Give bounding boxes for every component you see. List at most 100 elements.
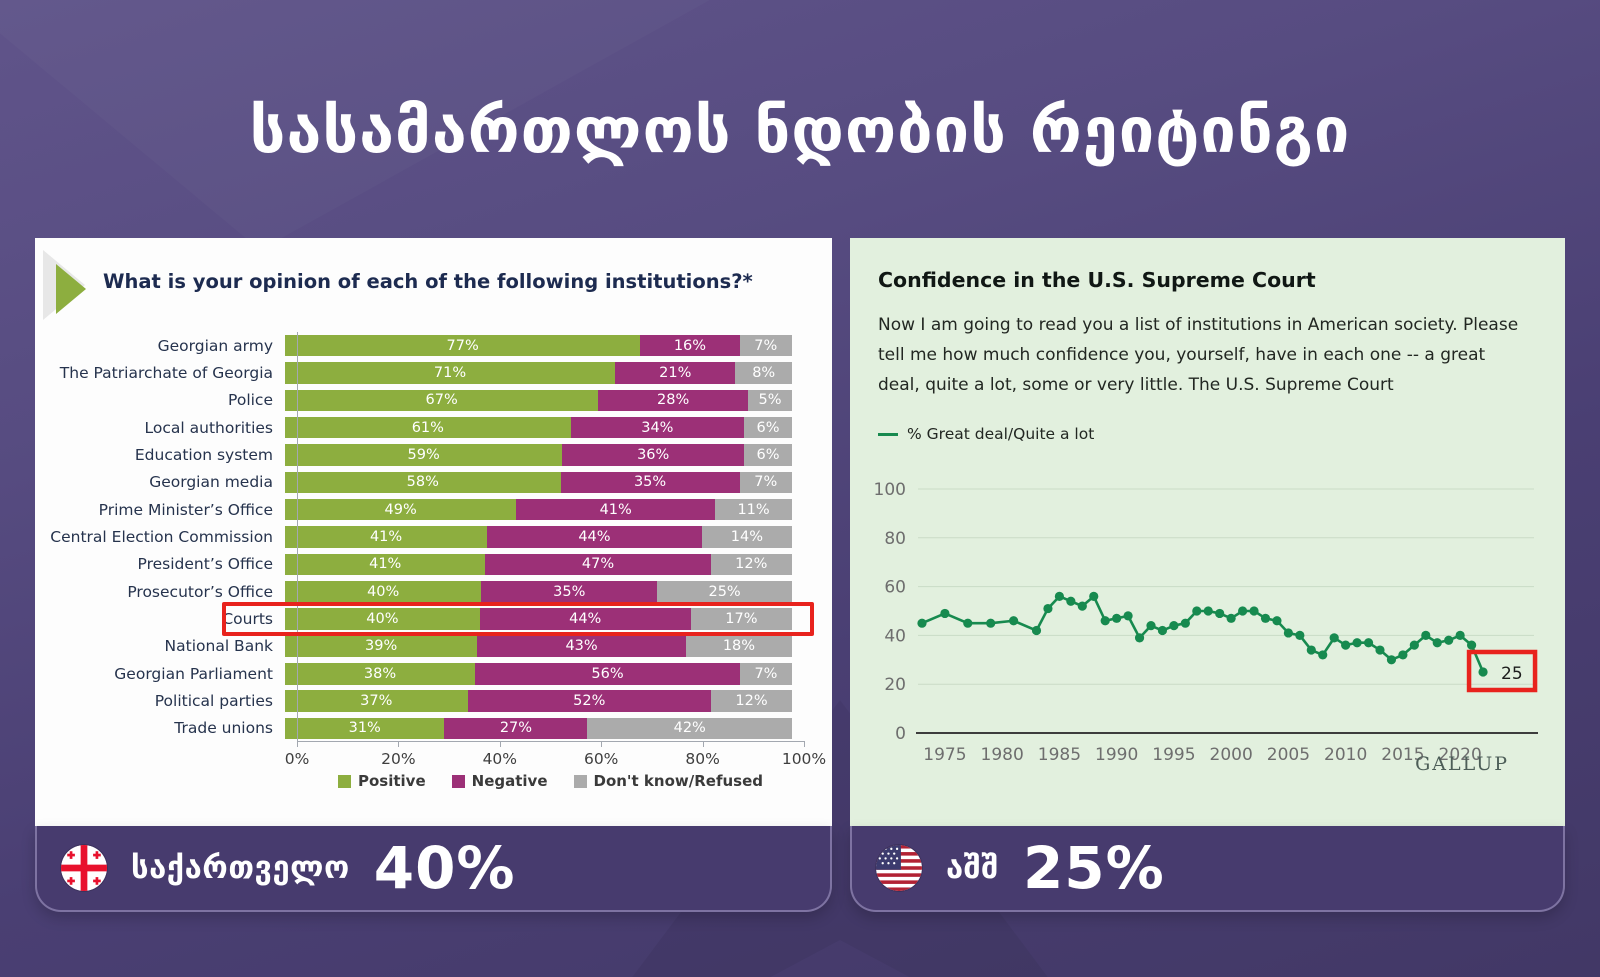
x-tick-label: 2020: [1439, 745, 1482, 765]
x-tick-label: 1975: [923, 745, 966, 765]
positive-segment: 49%: [285, 498, 517, 521]
category-label: Prosecutor’s Office: [127, 582, 273, 601]
data-point-1991: [1123, 611, 1133, 621]
negative-segment: 35%: [560, 471, 740, 494]
bar-row-the-patriarchate-of-georgia: The Patriarchate of Georgia 71% 21% 8%: [35, 359, 804, 386]
bar-row-police: Police 67% 28% 5%: [35, 387, 804, 414]
data-point-2008: [1318, 650, 1328, 660]
segment-value: 7%: [754, 665, 778, 682]
negative-segment: 35%: [481, 581, 658, 603]
line-legend-swatch-icon: [878, 432, 898, 436]
segment-value: 27%: [499, 720, 533, 737]
legend-label: Negative: [471, 772, 548, 790]
data-point-1992: [1134, 633, 1145, 643]
don-t-know-refused-segment: 18%: [685, 635, 792, 658]
bar-row-georgian-parliament: Georgian Parliament 38% 56% 7%: [35, 660, 804, 687]
segment-value: 12%: [735, 693, 768, 710]
usa-badge: აშშ 25%: [850, 826, 1565, 912]
y-tick-label: 0: [895, 724, 906, 744]
positive-segment: 61%: [285, 416, 571, 439]
segment-value: 67%: [425, 392, 458, 409]
negative-segment: 16%: [640, 334, 740, 357]
data-point-2012: [1363, 638, 1374, 648]
positive-segment: 59%: [285, 444, 563, 466]
data-point-2002: [1249, 606, 1259, 616]
category-label: Trade unions: [174, 719, 273, 738]
category-label: Georgian media: [149, 473, 273, 492]
legend-swatch-icon: [451, 774, 465, 788]
data-point-2003: [1260, 613, 1271, 623]
supreme-court-line-chart: 0 20 40 60 80 100 1975 1980 1985 1990 1995 2000 2005…: [874, 480, 1538, 765]
data-point-2001: [1238, 606, 1248, 616]
category-label: Police: [228, 391, 273, 410]
category-label: Courts: [222, 610, 273, 629]
georgia-country-label: საქართველო: [131, 850, 350, 886]
axis-tick: [398, 741, 400, 747]
bar-track: 39% 43% 18%: [285, 635, 792, 658]
usa-country-label: აშშ: [946, 850, 999, 886]
negative-segment: 44%: [487, 526, 702, 548]
legend-item-negative: Negative: [451, 772, 548, 790]
data-point-1995: [1169, 621, 1179, 631]
data-point-2018: [1432, 638, 1442, 648]
data-point-1986: [1066, 596, 1076, 606]
segment-value: 59%: [407, 447, 440, 464]
bar-track: 38% 56% 7%: [285, 663, 793, 685]
negative-segment: 34%: [570, 416, 745, 439]
segment-value: 7%: [754, 474, 778, 491]
y-tick-label: 60: [884, 578, 906, 598]
bar-track: 49% 41% 11%: [285, 498, 793, 521]
data-point-1983: [1031, 625, 1042, 636]
segment-value: 18%: [722, 638, 756, 655]
bar-track: 58% 35% 7%: [285, 471, 792, 494]
segment-value: 56%: [591, 665, 624, 682]
don-t-know-refused-segment: 7%: [739, 334, 792, 357]
negative-segment: 52%: [467, 690, 712, 712]
bar-track: 59% 36% 6%: [285, 444, 792, 466]
bar-row-education-system: Education system 59% 36% 6%: [35, 441, 804, 468]
data-point-1973: [917, 618, 927, 628]
georgia-badge: საქართველო 40%: [35, 826, 832, 912]
low-point-highlight-box: [1466, 649, 1538, 693]
segment-value: 36%: [637, 447, 670, 464]
segment-value: 47%: [581, 556, 615, 573]
axis-tick: [601, 741, 603, 747]
category-label: Georgian army: [157, 336, 273, 355]
bar-row-prosecutor-s-office: Prosecutor’s Office 40% 35% 25%: [35, 578, 804, 605]
positive-segment: 40%: [285, 581, 482, 603]
data-point-2021: [1467, 640, 1477, 650]
institutions-bar-chart: Georgian army 77% 16% 7% The Patriarchate of…: [35, 332, 804, 743]
axis-tick-label: 20%: [381, 750, 416, 768]
segment-value: 44%: [569, 611, 602, 628]
segment-value: 25%: [708, 583, 741, 600]
data-point-1989: [1100, 616, 1110, 626]
positive-segment: 41%: [285, 553, 486, 576]
georgia-chart-panel: What is your opinion of each of the foll…: [35, 238, 832, 826]
x-tick-label: 1995: [1152, 745, 1195, 765]
georgia-percentage: 40%: [373, 834, 516, 902]
data-point-1979: [986, 618, 996, 628]
legend-label: Positive: [358, 772, 426, 790]
bar-row-georgian-media: Georgian media 58% 35% 7%: [35, 469, 804, 496]
negative-segment: 47%: [485, 553, 711, 576]
category-label: Georgian Parliament: [114, 664, 273, 683]
y-tick-label: 40: [884, 626, 906, 646]
confidence-line: [920, 595, 1485, 674]
data-point-1999: [1215, 608, 1225, 619]
data-point-1981: [1009, 616, 1019, 626]
gallup-chart-panel: 0 20 40 60 80 100 1975 1980 1985 1990 1995 2000 2005…: [850, 238, 1565, 826]
data-point-2000: [1226, 613, 1236, 623]
positive-segment: 31%: [285, 717, 445, 740]
data-point-2019: [1444, 635, 1454, 645]
don-t-know-refused-segment: 12%: [711, 690, 792, 712]
segment-value: 39%: [365, 638, 398, 655]
x-tick-label: 2005: [1267, 745, 1310, 765]
data-point-1977: [963, 618, 973, 628]
page-title: სასამართლოს ნდობის რეიტინგი: [249, 94, 1351, 167]
data-point-1994: [1157, 625, 1168, 636]
bar-track: 41% 47% 12%: [285, 553, 792, 576]
survey-question: What is your opinion of each of the foll…: [103, 270, 753, 293]
data-point-2011: [1352, 638, 1362, 648]
segment-value: 58%: [406, 474, 439, 491]
data-point-1975: [940, 608, 950, 619]
